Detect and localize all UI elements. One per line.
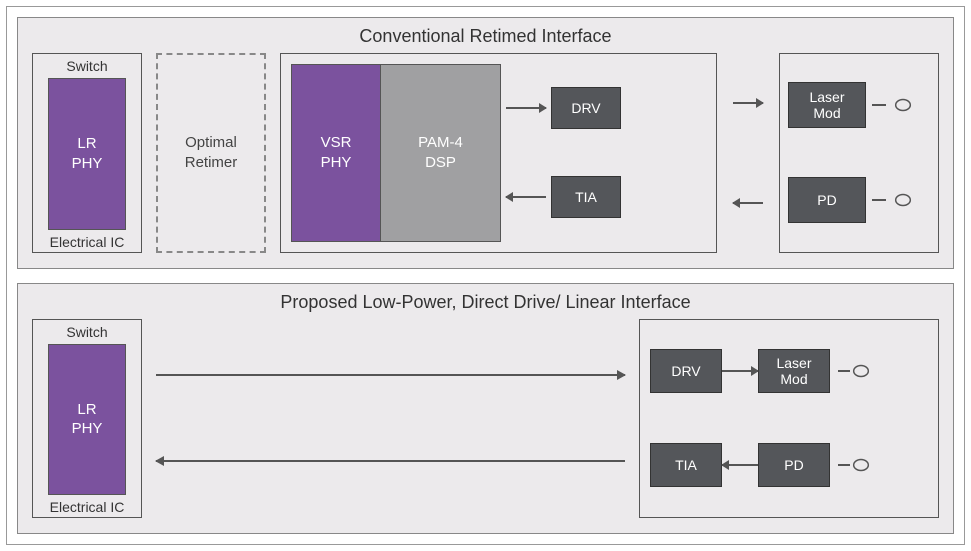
laser-l2: Mod xyxy=(780,371,807,388)
phy-text: PHY xyxy=(72,419,103,439)
pam4-l2: DSP xyxy=(425,153,456,173)
retimer-l1: Optimal xyxy=(185,134,237,151)
fiber-line xyxy=(872,104,886,106)
lr-phy-block: LR PHY xyxy=(48,344,126,496)
phy-text: PHY xyxy=(72,154,103,174)
fiber-line xyxy=(838,464,850,466)
long-arrow-region xyxy=(156,319,625,519)
arrow-col-1 xyxy=(501,64,551,242)
vsr-l1: VSR xyxy=(321,133,352,153)
fiber-loop-icon xyxy=(850,454,872,476)
laser-mod-block: Laser Mod xyxy=(758,349,830,393)
laser-mod-block: Laser Mod xyxy=(788,82,866,128)
conventional-row: Switch LR PHY Electrical IC Optimal Reti… xyxy=(32,53,939,253)
switch-box: Switch LR PHY Electrical IC xyxy=(32,53,142,253)
long-arrow-left-icon xyxy=(156,460,625,462)
laser-l2: Mod xyxy=(813,105,840,122)
long-arrow-right-icon xyxy=(156,374,625,376)
tia-block: TIA xyxy=(551,176,621,218)
drv-laser-row: DRV Laser Mod xyxy=(650,349,928,393)
fiber-line xyxy=(838,370,850,372)
pd-block: PD xyxy=(788,177,866,223)
pam4-l1: PAM-4 xyxy=(418,133,463,153)
proposed-panel: Proposed Low-Power, Direct Drive/ Linear… xyxy=(17,283,954,535)
retimer-l2: Retimer xyxy=(185,154,238,171)
optional-retimer: Optimal Retimer xyxy=(156,53,266,253)
arrow-left-icon xyxy=(506,196,546,198)
optics-box: Laser Mod PD xyxy=(779,53,939,253)
direct-drive-box: DRV Laser Mod TIA PD xyxy=(639,319,939,519)
figure-container: Conventional Retimed Interface Switch LR… xyxy=(6,6,965,545)
arrow-right-icon xyxy=(506,107,546,109)
conventional-panel: Conventional Retimed Interface Switch LR… xyxy=(17,17,954,269)
lr-phy-block: LR PHY xyxy=(48,78,126,230)
drv-block: DRV xyxy=(551,87,621,129)
fiber-loop-icon xyxy=(892,189,914,211)
arrow-left-icon xyxy=(722,464,758,466)
tia-block: TIA xyxy=(650,443,722,487)
fiber-loop-icon xyxy=(850,360,872,382)
arrow-right-icon xyxy=(722,370,758,372)
laser-row: Laser Mod xyxy=(788,82,930,128)
drv-tia-stack: DRV TIA xyxy=(551,64,621,242)
proposed-title: Proposed Low-Power, Direct Drive/ Linear… xyxy=(32,292,939,313)
lr-text: LR xyxy=(77,400,96,420)
switch-label-top: Switch xyxy=(66,58,107,74)
conventional-title: Conventional Retimed Interface xyxy=(32,26,939,47)
switch-label-bottom: Electrical IC xyxy=(50,234,125,250)
switch-label-top: Switch xyxy=(66,324,107,340)
pam4-dsp-block: PAM-4 DSP xyxy=(381,64,501,242)
arrow-left-icon xyxy=(733,202,763,204)
proposed-row: Switch LR PHY Electrical IC DRV Laser xyxy=(32,319,939,519)
drv-block: DRV xyxy=(650,349,722,393)
lr-text: LR xyxy=(77,134,96,154)
retimed-module-box: VSR PHY PAM-4 DSP DRV TIA xyxy=(280,53,717,253)
arrow-right-icon xyxy=(733,102,763,104)
vsr-phy-block: VSR PHY xyxy=(291,64,381,242)
vsr-l2: PHY xyxy=(321,153,352,173)
laser-l1: Laser xyxy=(809,89,844,106)
fiber-loop-icon xyxy=(892,94,914,116)
switch-box: Switch LR PHY Electrical IC xyxy=(32,319,142,519)
laser-l1: Laser xyxy=(776,355,811,372)
tia-pd-row: TIA PD xyxy=(650,443,928,487)
arrow-col-2 xyxy=(731,53,765,253)
pd-block: PD xyxy=(758,443,830,487)
pd-row: PD xyxy=(788,177,930,223)
switch-label-bottom: Electrical IC xyxy=(50,499,125,515)
fiber-line xyxy=(872,199,886,201)
